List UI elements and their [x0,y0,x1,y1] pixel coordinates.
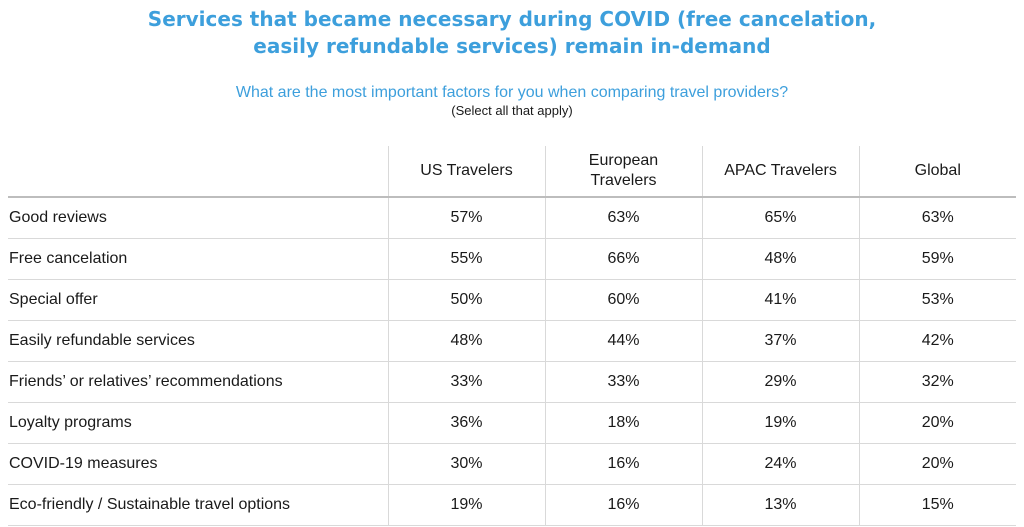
european-value: 33% [544,361,702,403]
apac-value: 19% [701,402,859,444]
global-value: 20% [858,443,1016,485]
column-header-apac: APAC Travelers [701,146,859,198]
survey-note: (Select all that apply) [451,103,573,118]
apac-value: 29% [701,361,859,403]
table-row: Friends’ or relatives’ recommendations 33… [8,361,1016,403]
global-value: 53% [858,279,1016,321]
row-label: Friends’ or relatives’ recommendations [8,361,388,403]
row-label: Eco-friendly / Sustainable travel option… [8,484,388,526]
apac-value: 24% [701,443,859,485]
column-header-european: European Travelers [544,146,702,198]
table-row: Eco-friendly / Sustainable travel option… [8,484,1016,526]
global-value: 63% [858,197,1016,239]
header-row: US Travelers European Travelers APAC Tra… [8,146,1016,198]
us-value: 19% [387,484,545,526]
global-value: 32% [858,361,1016,403]
chart-title: Services that became necessary during CO… [0,6,1024,60]
apac-value: 48% [701,238,859,280]
apac-value: 41% [701,279,859,321]
table-row: Easily refundable services 48% 44% 37% 42% [8,320,1016,362]
results-table: US Travelers European Travelers APAC Tra… [8,146,1016,526]
european-value: 16% [544,484,702,526]
table-row: Free cancelation 55% 66% 48% 59% [8,238,1016,280]
chart-title-line-2: easily refundable services) remain in-de… [253,34,771,58]
row-label: COVID-19 measures [8,443,388,485]
european-value: 60% [544,279,702,321]
european-value: 63% [544,197,702,239]
us-value: 55% [387,238,545,280]
survey-question: What are the most important factors for … [235,84,789,101]
european-value: 16% [544,443,702,485]
table-row: Good reviews 57% 63% 65% 63% [8,197,1016,239]
us-value: 48% [387,320,545,362]
apac-value: 65% [701,197,859,239]
column-header-us: US Travelers [387,146,545,198]
us-value: 33% [387,361,545,403]
us-value: 30% [387,443,545,485]
table-row: Special offer 50% 60% 41% 53% [8,279,1016,321]
table-row: COVID-19 measures 30% 16% 24% 20% [8,443,1016,485]
table-body: Good reviews 57% 63% 65% 63% Free cancelation… [8,197,1016,526]
us-value: 50% [387,279,545,321]
row-label: Loyalty programs [8,402,388,444]
global-value: 15% [858,484,1016,526]
european-value: 44% [544,320,702,362]
european-value: 18% [544,402,702,444]
header-corner [8,146,388,198]
global-value: 42% [858,320,1016,362]
apac-value: 13% [701,484,859,526]
global-value: 59% [858,238,1016,280]
us-value: 57% [387,197,545,239]
table-row: Loyalty programs 36% 18% 19% 20% [8,402,1016,444]
row-label: Easily refundable services [8,320,388,362]
column-header-global: Global [858,146,1016,198]
apac-value: 37% [701,320,859,362]
us-value: 36% [387,402,545,444]
row-label: Special offer [8,279,388,321]
row-label: Free cancelation [8,238,388,280]
global-value: 20% [858,402,1016,444]
european-value: 66% [544,238,702,280]
row-label: Good reviews [8,197,388,239]
chart-title-line-1: Services that became necessary during CO… [147,7,877,31]
